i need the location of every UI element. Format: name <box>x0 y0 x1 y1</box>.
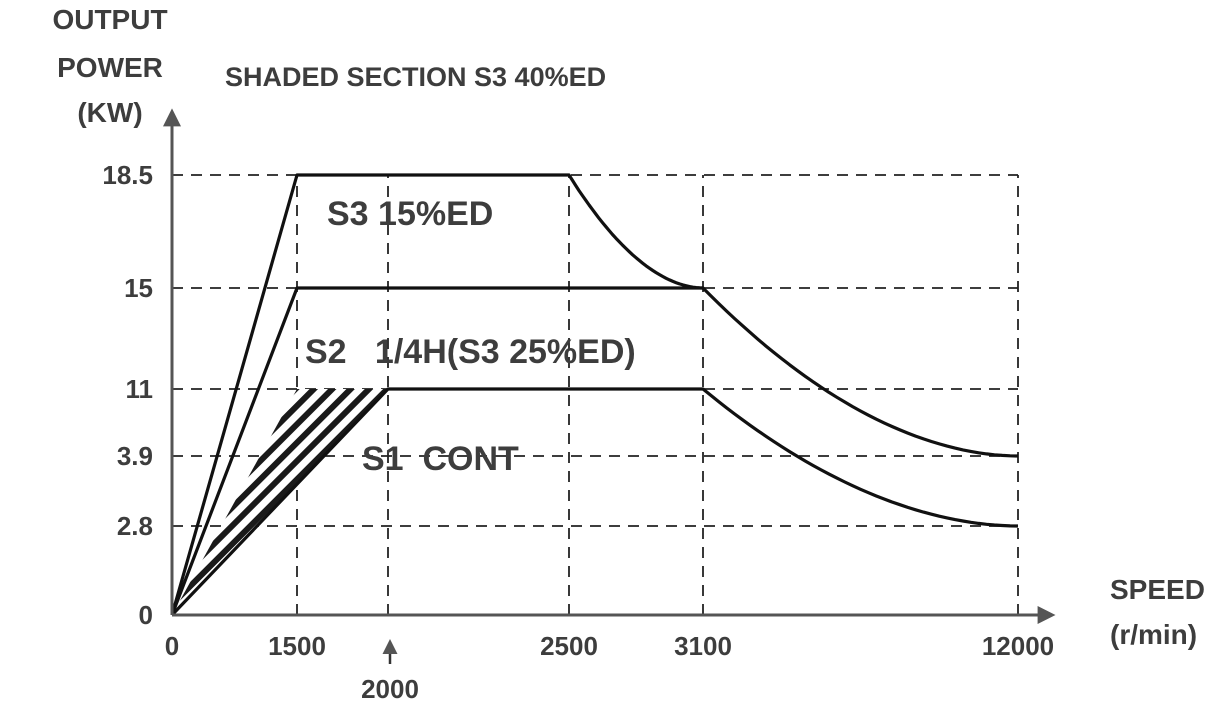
y-tick-15: 15 <box>124 273 153 303</box>
series-curve-3 <box>170 387 1019 617</box>
y-tick-labels: 0 2.8 3.9 11 15 18.5 <box>102 160 153 630</box>
series-curves <box>170 173 1019 617</box>
x-tick-labels: 0 1500 2500 3100 12000 <box>165 631 1054 661</box>
x-tick-12000: 12000 <box>982 631 1054 661</box>
y-tick-11: 11 <box>126 374 154 404</box>
y-tick-3.9: 3.9 <box>117 441 153 471</box>
series-label-s1-cont: S1 CONT <box>362 440 519 478</box>
x-axis-title-line-1: SPEED <box>1110 574 1205 605</box>
chart-title: SHADED SECTION S3 40%ED <box>225 62 606 92</box>
series-curve-2 <box>170 286 703 616</box>
y-tick-18.5: 18.5 <box>102 160 153 190</box>
x-tick-3100: 3100 <box>674 631 732 661</box>
x-axis-title-line-2: (r/min) <box>1110 619 1197 650</box>
y-tick-2.8: 2.8 <box>117 511 153 541</box>
y-axis-title-line-1: OUTPUT <box>52 4 167 35</box>
y-tick-0: 0 <box>139 600 153 630</box>
y-axis-title-line-2: POWER <box>57 52 163 83</box>
x-annotation-2000: 2000 <box>361 674 419 704</box>
series-label-s2: S2 1/4H(S3 25%ED) <box>305 333 636 371</box>
y-axis-title-line-3: (KW) <box>77 97 142 128</box>
x-tick-1500: 1500 <box>268 631 326 661</box>
series-label-s3-15ed: S3 15%ED <box>327 195 493 233</box>
x-tick-0: 0 <box>165 631 179 661</box>
x-tick-2500: 2500 <box>540 631 598 661</box>
